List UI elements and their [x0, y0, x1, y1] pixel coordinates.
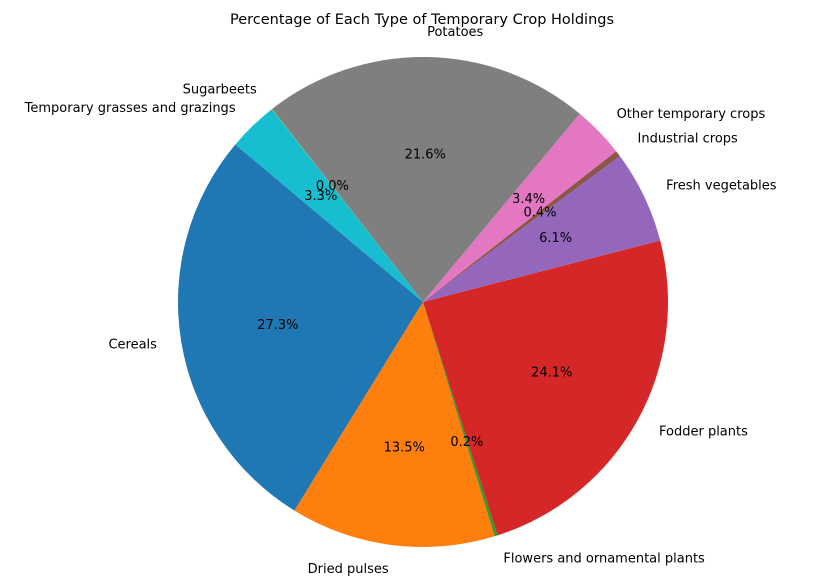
- pie-slice-dried-pulses: [294, 302, 495, 547]
- pie-slice-fodder-plants: [423, 240, 668, 536]
- slice-label-industrial-crops: Industrial crops: [638, 131, 739, 146]
- chart-title: Percentage of Each Type of Temporary Cro…: [230, 12, 614, 28]
- percent-label-industrial-crops: 0.4%: [524, 206, 557, 221]
- percent-label-fodder-plants: 24.1%: [531, 365, 572, 380]
- slice-label-fodder-plants: Fodder plants: [659, 425, 748, 440]
- slice-label-cereals: Cereals: [108, 337, 157, 352]
- pie-slices: [178, 56, 668, 547]
- slice-label-sugarbeets: Sugarbeets: [183, 82, 257, 97]
- slice-label-flowers-and-ornamental-plants: Flowers and ornamental plants: [503, 552, 705, 567]
- slice-label-dried-pulses: Dried pulses: [308, 562, 389, 577]
- slice-label-temporary-grasses-and-grazings: Temporary grasses and grazings: [24, 101, 236, 116]
- slice-labels: Cereals Dried pulses Flowers and ornamenta…: [24, 25, 777, 577]
- slice-label-potatoes: Potatoes: [427, 25, 483, 40]
- percent-label-fresh-vegetables: 6.1%: [539, 231, 572, 246]
- pie-slice-flowers-and-ornamental-plants: [423, 302, 498, 537]
- percent-label-temporary-grasses-and-grazings: 3.3%: [304, 189, 337, 204]
- pie-slice-sugarbeets: [271, 109, 423, 303]
- percent-label-other-temporary-crops: 3.4%: [512, 192, 545, 207]
- pie-slice-industrial-crops: [423, 151, 620, 302]
- percent-label-cereals: 27.3%: [257, 318, 298, 333]
- slice-label-other-temporary-crops: Other temporary crops: [617, 107, 766, 122]
- percent-label-dried-pulses: 13.5%: [384, 440, 425, 455]
- percent-labels: 27.3% 13.5% 0.2% 24.1% 6.1% 0.4%3.4% 21.6% 0.0%…: [257, 148, 572, 456]
- slice-label-fresh-vegetables: Fresh vegetables: [666, 178, 777, 193]
- pie-slice-cereals: [178, 144, 423, 511]
- pie-slice-potatoes: [272, 56, 580, 302]
- pie-slice-other-temporary-crops: [423, 113, 617, 302]
- percent-label-sugarbeets: 0.0%: [316, 179, 349, 194]
- pie-slice-temporary-grasses-and-grazings: [235, 109, 423, 302]
- pie-slice-fresh-vegetables: [423, 156, 661, 302]
- percent-label-flowers-and-ornamental-plants: 0.2%: [450, 435, 483, 450]
- percent-label-potatoes: 21.6%: [405, 148, 446, 163]
